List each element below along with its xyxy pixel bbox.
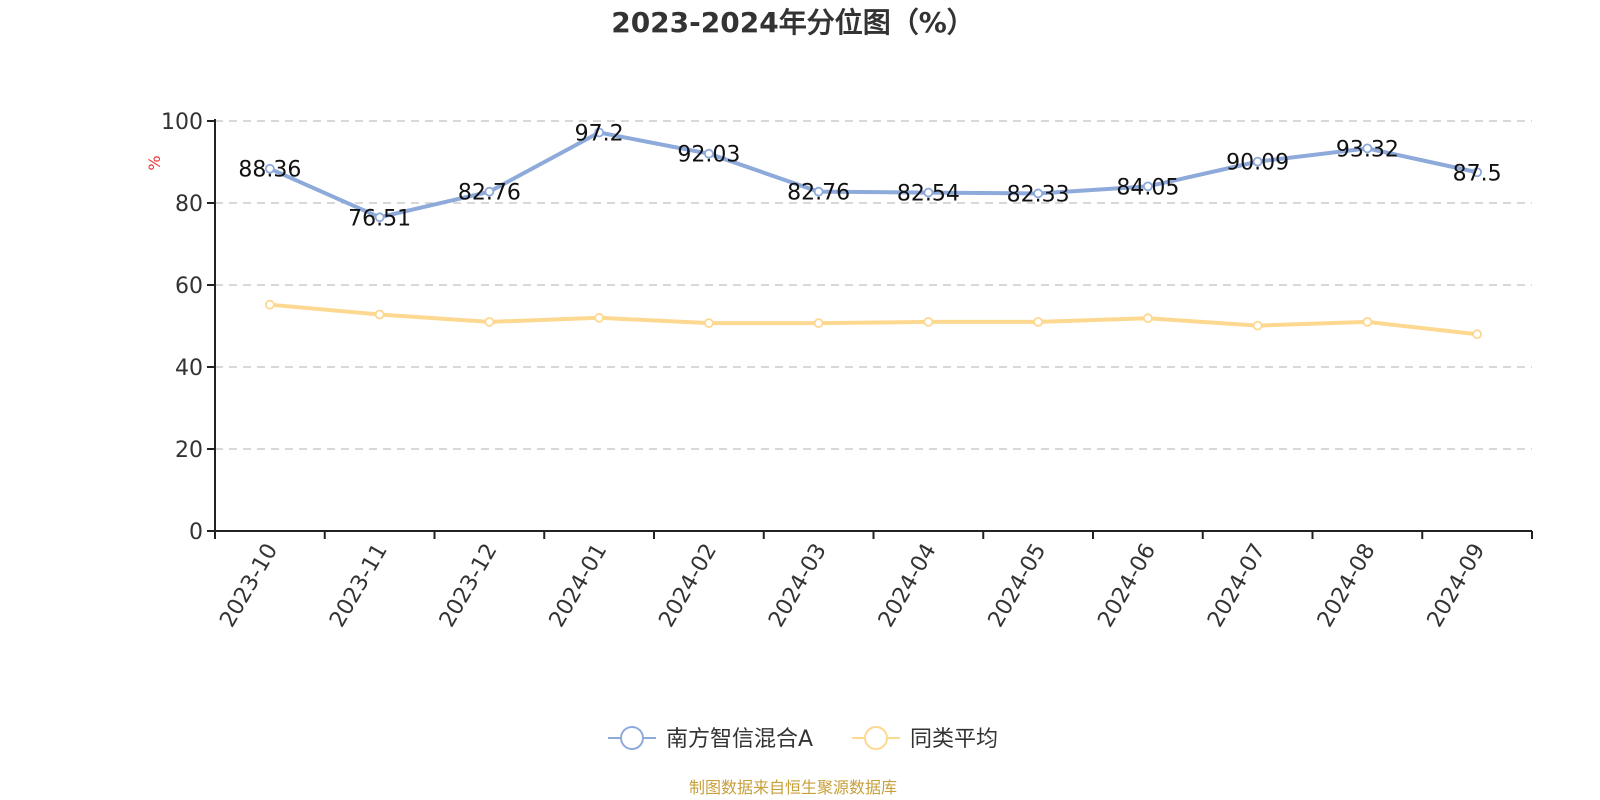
x-tick-label: 2024-08 <box>1313 540 1381 632</box>
data-point <box>484 316 495 327</box>
data-labels: 88.36 76.51 82.76 97.2 92.03 82.76 82.54 82.33 8… <box>238 121 1501 231</box>
data-label: 92.03 <box>677 143 740 168</box>
axes <box>207 119 1533 539</box>
source-note: 制图数据来自恒生聚源数据库 <box>689 778 897 797</box>
data-point <box>594 127 605 138</box>
data-point <box>1362 143 1373 154</box>
series-peer-average <box>264 299 1483 340</box>
data-point <box>813 186 824 197</box>
legend: 南方智信混合A 同类平均 <box>608 726 998 752</box>
y-tick-label: 0 <box>189 520 203 545</box>
y-axis-label: % <box>145 155 164 170</box>
legend-marker-icon <box>864 726 888 750</box>
data-point <box>1362 316 1373 327</box>
legend-label: 南方智信混合A <box>666 727 813 752</box>
data-label: 82.54 <box>897 182 960 207</box>
x-tick-label: 2024-03 <box>764 540 832 632</box>
x-tick-label: 2023-12 <box>435 540 503 632</box>
gridlines <box>215 120 1532 450</box>
series-line <box>269 130 1478 220</box>
y-tick-label: 20 <box>175 438 203 463</box>
data-point <box>1142 181 1153 192</box>
legend-label: 同类平均 <box>910 727 998 752</box>
data-point <box>264 163 275 174</box>
data-label: 84.05 <box>1116 175 1179 200</box>
data-label: 90.09 <box>1226 151 1289 176</box>
y-tick-label: 80 <box>175 192 203 217</box>
legend-item[interactable]: 同类平均 <box>852 726 998 752</box>
x-tick-labels: 2023-10 2023-11 2023-12 2024-01 2024-02 2024-… <box>215 540 1490 632</box>
data-point <box>1033 188 1044 199</box>
data-point <box>264 299 275 310</box>
series-line <box>269 302 1478 337</box>
data-point <box>1142 313 1153 324</box>
data-label: 82.76 <box>787 181 850 206</box>
data-point <box>374 212 385 223</box>
x-tick-label: 2024-01 <box>545 540 613 632</box>
data-label: 76.51 <box>348 206 411 231</box>
x-tick-label: 2024-04 <box>874 540 942 632</box>
y-tick-labels: 0 20 40 60 80 100 <box>161 110 203 545</box>
data-point <box>923 187 934 198</box>
data-point <box>1252 156 1263 167</box>
data-label: 93.32 <box>1336 137 1399 162</box>
data-point <box>703 318 714 329</box>
data-label: 88.36 <box>238 158 301 183</box>
data-label: 82.33 <box>1007 182 1070 207</box>
series <box>264 127 1483 340</box>
data-point <box>1033 316 1044 327</box>
y-tick-label: 100 <box>161 110 203 135</box>
data-point <box>484 186 495 197</box>
data-point <box>813 318 824 329</box>
y-tick-label: 40 <box>175 356 203 381</box>
data-point <box>1472 167 1483 178</box>
data-label: 87.5 <box>1453 161 1502 186</box>
data-point <box>703 148 714 159</box>
x-tick-label: 2023-11 <box>325 540 393 632</box>
x-tick-label: 2024-05 <box>984 540 1052 632</box>
legend-item[interactable]: 南方智信混合A <box>608 726 813 752</box>
data-point <box>594 312 605 323</box>
data-point <box>923 316 934 327</box>
data-point <box>1252 320 1263 331</box>
series-fund <box>264 127 1483 223</box>
data-label: 82.76 <box>458 181 521 206</box>
x-tick-label: 2023-10 <box>215 540 283 632</box>
data-point <box>1472 329 1483 340</box>
y-tick-label: 60 <box>175 274 203 299</box>
x-tick-label: 2024-06 <box>1093 540 1161 632</box>
x-tick-label: 2024-07 <box>1203 540 1271 632</box>
x-tick-label: 2024-09 <box>1423 540 1491 632</box>
chart-title: 2023-2024年分位图（%） <box>611 6 975 39</box>
data-point <box>374 309 385 320</box>
x-tick-label: 2024-02 <box>654 540 722 632</box>
data-label: 97.2 <box>575 121 624 146</box>
legend-marker-icon <box>620 726 644 750</box>
